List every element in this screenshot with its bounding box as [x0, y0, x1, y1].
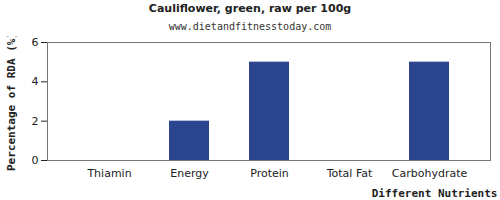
- svg-text:0: 0: [32, 154, 39, 167]
- svg-text:Carbohydrate: Carbohydrate: [392, 167, 468, 180]
- svg-text:Thiamin: Thiamin: [86, 167, 131, 180]
- svg-text:Percentage of RDA (%): Percentage of RDA (%): [5, 36, 18, 171]
- svg-text:6: 6: [32, 36, 39, 49]
- svg-text:4: 4: [32, 75, 39, 88]
- html-text:www.dietandfitnesstoday.com: www.dietandfitnesstoday.com: [168, 21, 332, 32]
- svg-text:Total Fat: Total Fat: [326, 167, 373, 180]
- svg-text:Different Nutrients: Different Nutrients: [372, 187, 498, 200]
- svg-text:Protein: Protein: [250, 167, 289, 180]
- svg-text:2: 2: [32, 115, 39, 128]
- svg-text:Energy: Energy: [170, 167, 209, 180]
- html-text:Cauliflower, green, raw per 10: Cauliflower, green, raw per 100g: [148, 2, 352, 15]
